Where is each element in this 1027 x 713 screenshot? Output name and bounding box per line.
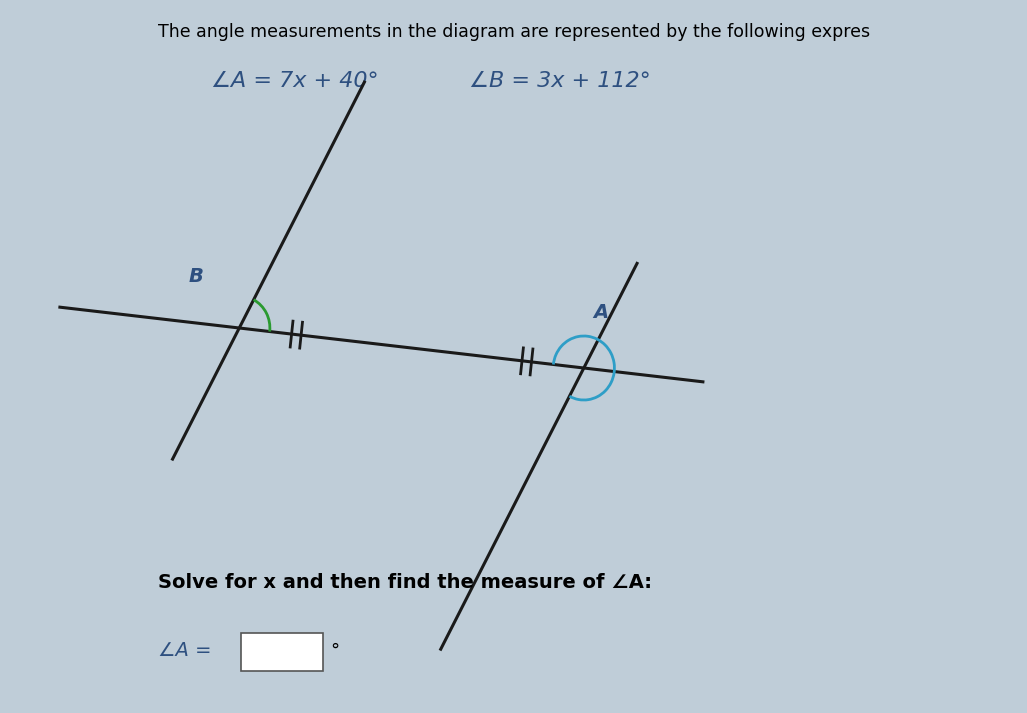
Text: B: B (189, 267, 203, 285)
Text: ∠A =: ∠A = (158, 642, 212, 660)
Text: Solve for x and then find the measure of ∠A:: Solve for x and then find the measure of… (158, 573, 652, 593)
Text: The angle measurements in the diagram are represented by the following expres: The angle measurements in the diagram ar… (158, 23, 870, 41)
Text: °: ° (331, 642, 339, 660)
Text: ∠A = 7x + 40°: ∠A = 7x + 40° (211, 71, 378, 91)
Text: A: A (594, 304, 609, 322)
Bar (241, 633, 322, 671)
Text: ∠B = 3x + 112°: ∠B = 3x + 112° (469, 71, 651, 91)
